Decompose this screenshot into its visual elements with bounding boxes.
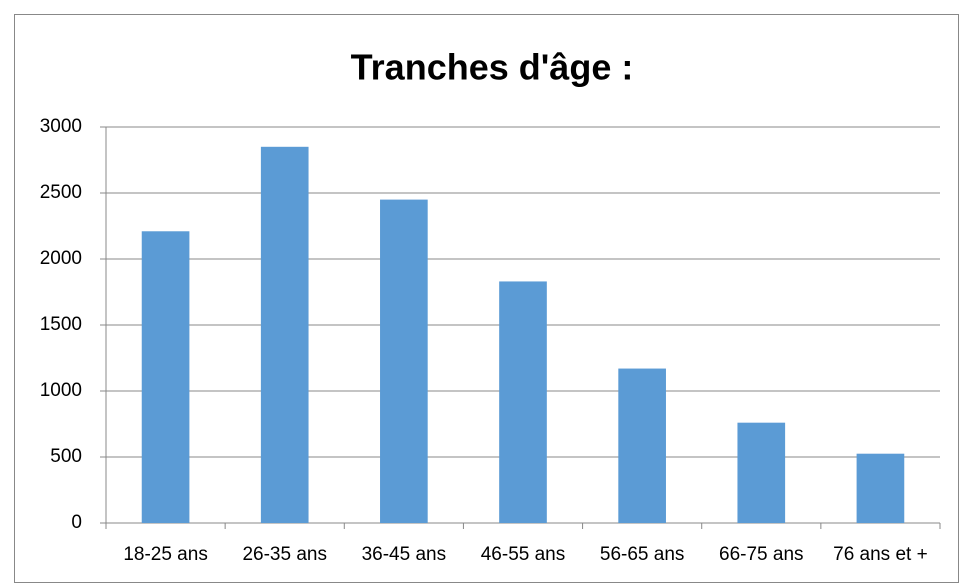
x-tick-label: 36-45 ans [362,544,447,565]
y-tick-label: 1500 [40,314,82,335]
bar [856,453,905,523]
bar [380,199,428,523]
x-tick-label: 76 ans et + [833,544,928,565]
y-tick-label: 2500 [40,182,82,203]
bar [499,281,547,523]
x-tick-label: 26-35 ans [242,544,327,565]
y-tick-label: 3000 [40,116,82,137]
y-tick-label: 500 [50,446,82,467]
chart-title: Tranches d'âge : [351,47,634,88]
bar [737,422,786,523]
x-tick-label: 46-55 ans [481,544,566,565]
x-tick-label: 18-25 ans [123,544,208,565]
y-tick-label: 1000 [40,380,82,401]
x-tick-label: 56-65 ans [600,544,685,565]
bar [141,231,190,523]
bar [260,146,309,524]
y-tick-label: 0 [71,512,82,533]
y-tick-label: 2000 [40,248,82,269]
bar [618,368,666,523]
x-tick-label: 66-75 ans [719,544,804,565]
